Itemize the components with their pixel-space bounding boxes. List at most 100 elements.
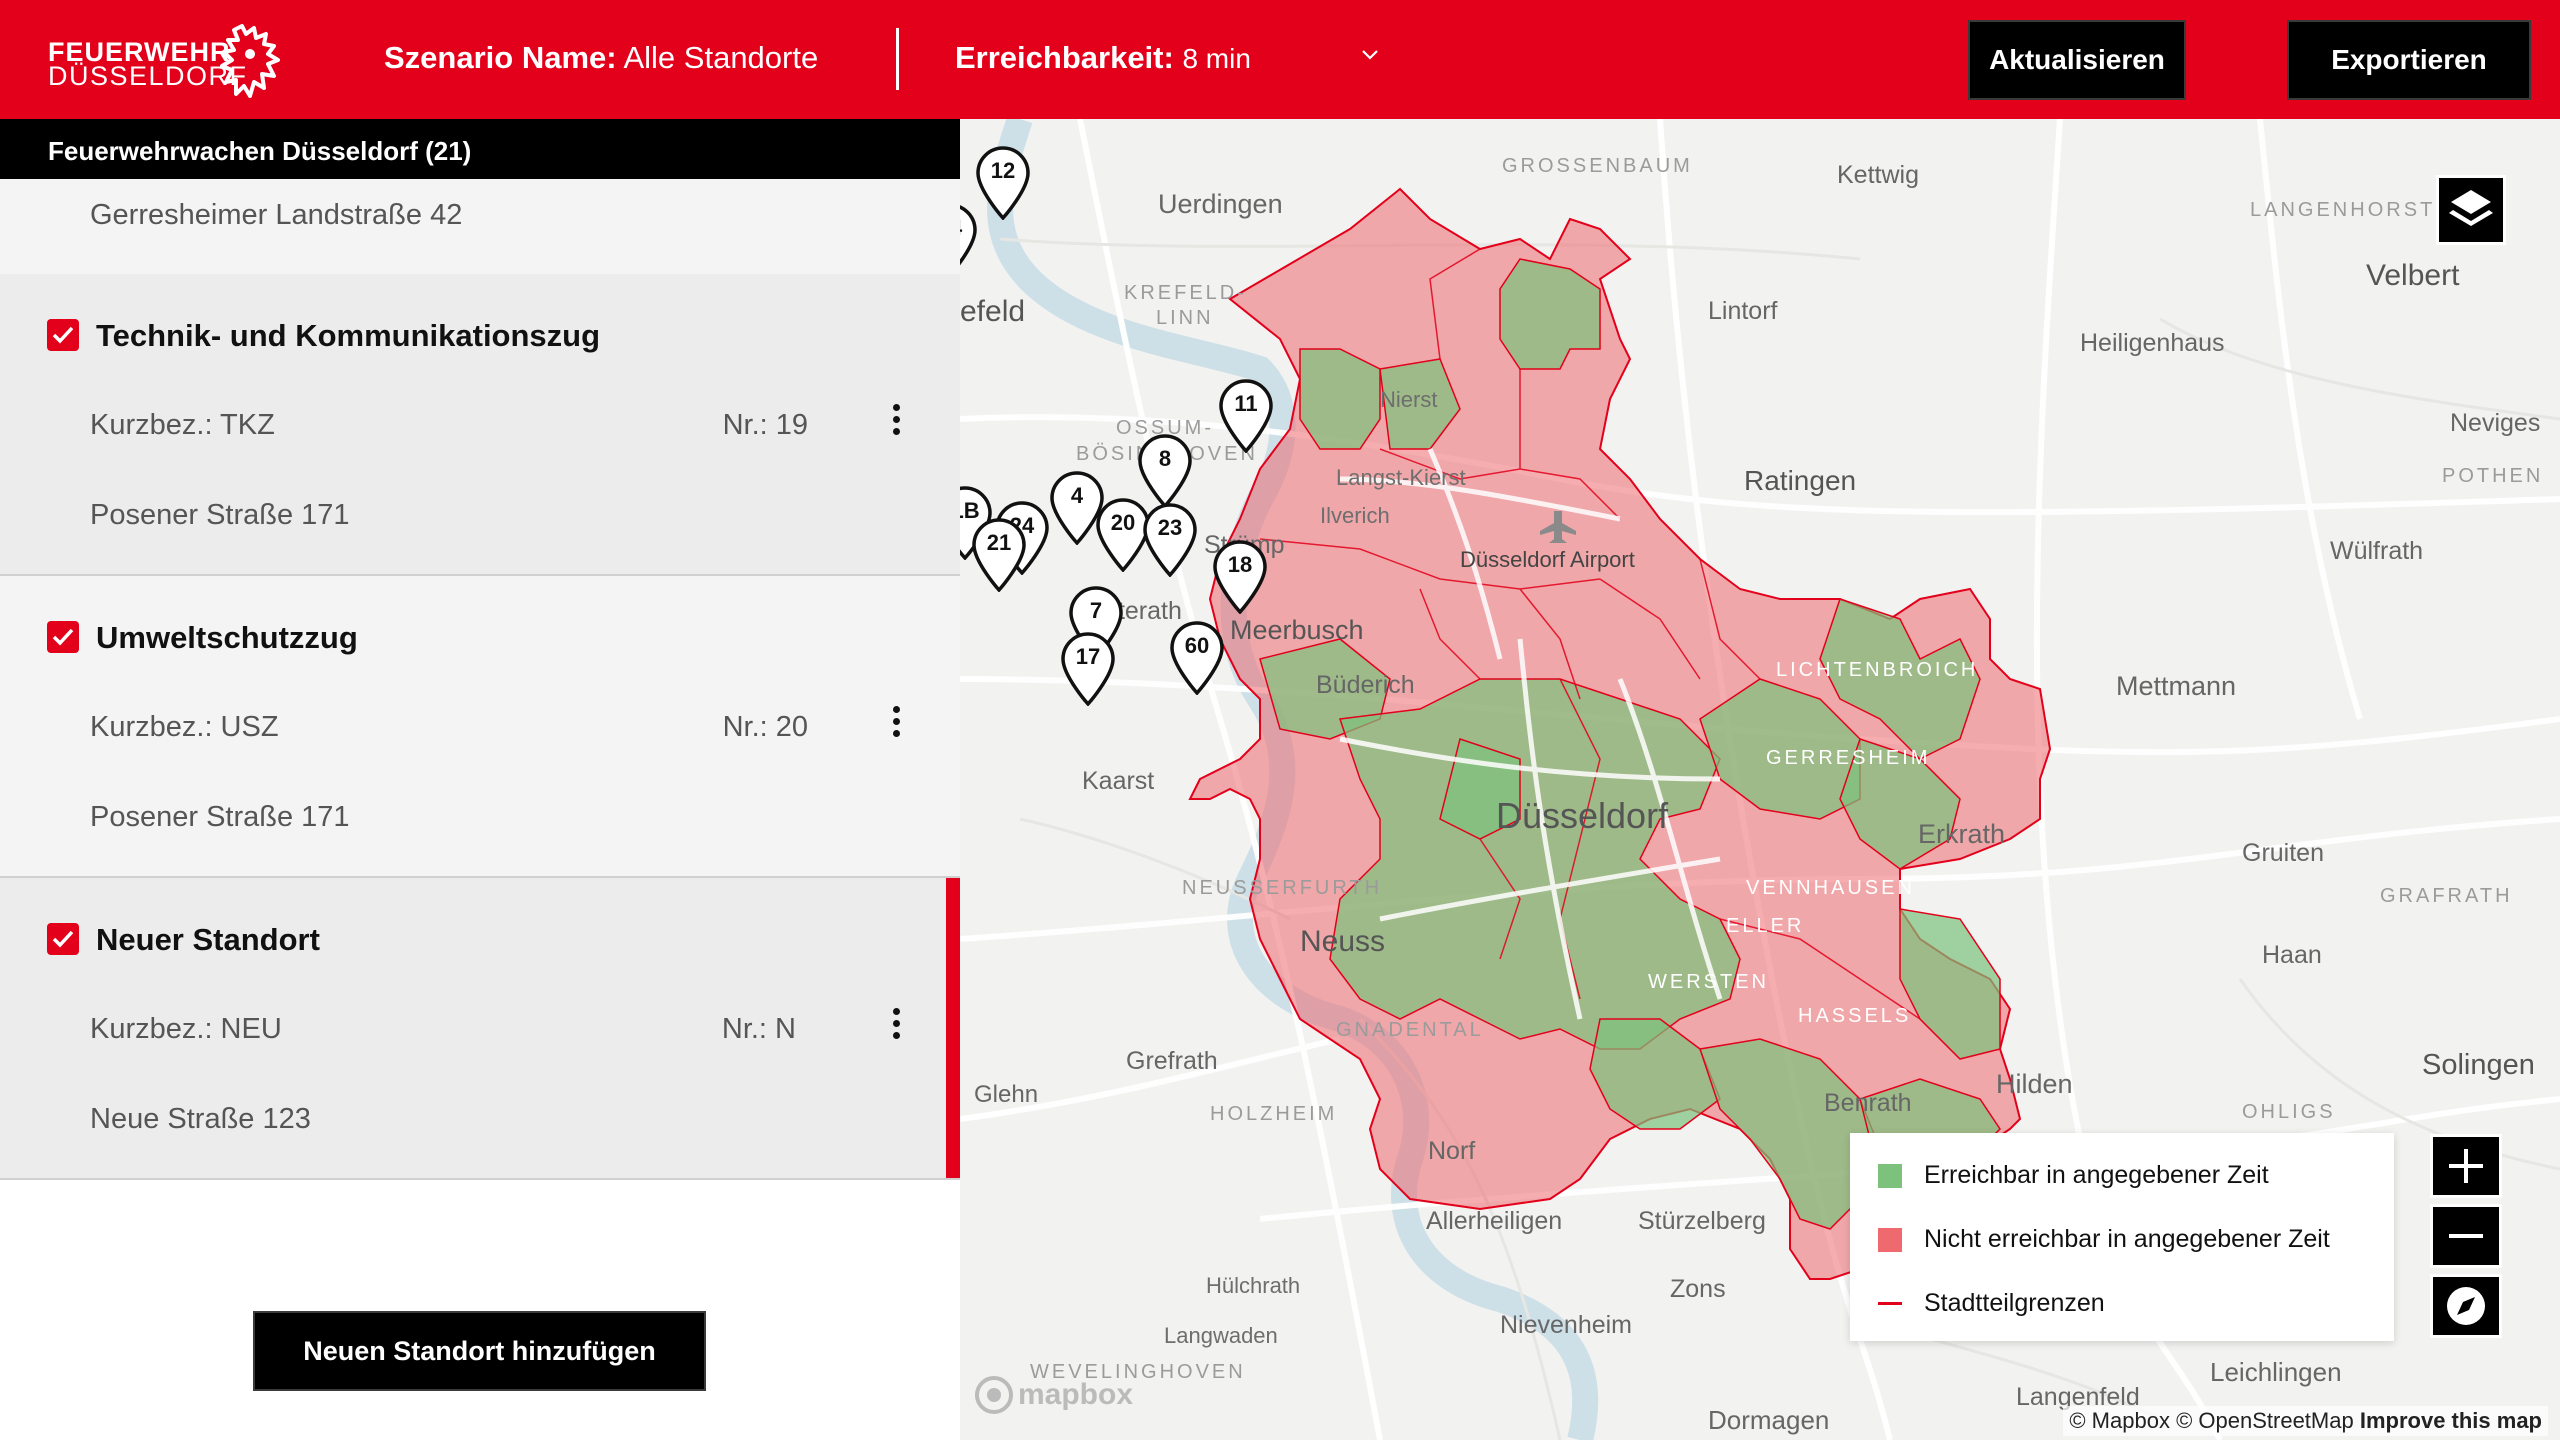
station-checkbox[interactable]	[47, 923, 79, 955]
map-pin-icon	[1138, 434, 1192, 509]
update-button[interactable]: Aktualisieren	[1968, 20, 2186, 100]
station-marker-label: 23	[1157, 515, 1183, 540]
place-label: Langwaden	[1164, 1323, 1278, 1348]
map-pin-icon	[1061, 632, 1115, 707]
place-label: Büderich	[1316, 671, 1415, 699]
list-item[interactable]: Technik- und Kommunikationszug Kurzbez.:…	[0, 274, 960, 576]
station-checkbox[interactable]	[47, 621, 79, 653]
map-pin-icon	[1213, 540, 1267, 615]
scenario-label: Szenario Name:	[384, 40, 617, 75]
place-label: efeld	[960, 295, 1026, 328]
station-marker-label: 7	[1089, 598, 1103, 623]
scenario-name: Szenario Name: Alle Standorte	[384, 40, 818, 76]
station-checkbox[interactable]	[47, 319, 79, 351]
map-pin-icon	[976, 146, 1030, 221]
add-station-button[interactable]: Neuen Standort hinzufügen	[253, 1311, 706, 1391]
zoom-in-button[interactable]	[2430, 1134, 2502, 1198]
station-marker-label: 18	[1227, 552, 1253, 577]
improve-map-link[interactable]: Improve this map	[2359, 1408, 2542, 1433]
place-label: Leichlingen	[2210, 1357, 2342, 1387]
more-options-icon[interactable]	[886, 400, 906, 446]
place-label: LINN	[1156, 307, 1214, 329]
place-label: WERSTEN	[1648, 971, 1769, 993]
legend-swatch	[1878, 1164, 1902, 1188]
map-pin-icon	[972, 518, 1026, 593]
list-item[interactable]: Umweltschutzzug Kurzbez.: USZ Nr.: 20 Po…	[0, 576, 960, 878]
station-title: Technik- und Kommunikationszug	[96, 318, 601, 353]
logo-line-2: DÜSSELDORF	[48, 61, 248, 91]
lion-crest-icon	[220, 24, 280, 98]
place-label: Grefrath	[1126, 1047, 1218, 1075]
more-options-icon[interactable]	[886, 702, 906, 748]
place-label: Nierst	[1380, 387, 1438, 412]
station-marker-label: LB	[960, 498, 980, 523]
place-label: LANGENHORST	[2250, 199, 2436, 221]
place-label: Solingen	[2422, 1049, 2535, 1081]
place-label: Norf	[1428, 1137, 1476, 1165]
export-button[interactable]: Exportieren	[2287, 20, 2531, 100]
station-marker-17[interactable]: 17	[1059, 632, 1117, 707]
station-marker-11[interactable]: 11	[1217, 379, 1275, 454]
map-pin-icon	[1170, 621, 1224, 696]
place-label: Gruiten	[2242, 839, 2324, 867]
station-marker-18[interactable]: 18	[1211, 540, 1269, 615]
station-marker-8[interactable]: 8	[1136, 434, 1194, 509]
attribution-osm-link[interactable]: © OpenStreetMap	[2176, 1408, 2354, 1433]
place-label: GNADENTAL	[1336, 1019, 1484, 1041]
place-label: Düsseldorf	[1496, 795, 1669, 836]
station-marker-14[interactable]: 14	[960, 203, 979, 277]
place-label: Wülfrath	[2330, 537, 2424, 565]
chevron-down-icon[interactable]	[1360, 48, 1380, 62]
station-marker-20[interactable]: 20	[1094, 498, 1152, 573]
mapbox-wordmark: mapbox	[1018, 1378, 1134, 1411]
legend-label: Erreichbar in angegebener Zeit	[1924, 1161, 2269, 1189]
more-options-icon[interactable]	[886, 1004, 906, 1050]
station-marker-60[interactable]: 60	[1168, 621, 1226, 696]
plus-icon	[2449, 1149, 2483, 1183]
attribution-mapbox-link[interactable]: © Mapbox	[2069, 1408, 2170, 1433]
station-address: Posener Straße 171	[90, 499, 350, 531]
place-label: ELLER	[1726, 915, 1805, 937]
list-item-selected[interactable]: Neuer Standort Kurzbez.: NEU Nr.: N Neue…	[0, 878, 960, 1180]
station-short-name: Kurzbez.: NEU	[90, 1013, 282, 1045]
zoom-out-button[interactable]	[2430, 1204, 2502, 1268]
station-address: Neue Straße 123	[90, 1103, 311, 1135]
legend-line	[1878, 1302, 1902, 1305]
station-marker-23[interactable]: 23	[1141, 503, 1199, 578]
place-label: Erkrath	[1918, 819, 2006, 849]
station-marker-12[interactable]: 12	[974, 146, 1032, 221]
station-title: Umweltschutzzug	[96, 620, 358, 655]
compass-button[interactable]	[2430, 1274, 2502, 1338]
place-label: Nievenheim	[1500, 1311, 1633, 1339]
legend-label: Nicht erreichbar in angegebener Zeit	[1924, 1225, 2330, 1253]
map-view[interactable]: GROSSENBAUM Kettwig Uerdingen LANGENHORS…	[960, 119, 2560, 1440]
station-marker-4[interactable]: 4	[1048, 471, 1106, 546]
map-canvas[interactable]	[960, 119, 2560, 1440]
map-pin-icon	[1219, 379, 1273, 454]
place-label: Benrath	[1824, 1089, 1912, 1117]
legend-swatch	[1878, 1228, 1902, 1252]
station-marker-21[interactable]: 21	[970, 518, 1028, 593]
station-marker-label: 11	[1234, 391, 1258, 416]
station-marker-label: 14	[960, 215, 979, 241]
layers-icon	[2449, 190, 2493, 226]
place-label: OSSUM-	[1116, 417, 1214, 439]
place-label: Ilverich	[1320, 503, 1390, 528]
station-number: Nr.: 20	[722, 711, 808, 743]
station-short-name: Kurzbez.: TKZ	[90, 409, 275, 441]
place-label: Langst-Kierst	[1336, 465, 1466, 490]
reachability-select[interactable]: Erreichbarkeit: 8 min	[955, 40, 1251, 76]
station-marker-label: 17	[1075, 644, 1101, 669]
station-title: Neuer Standort	[96, 922, 320, 957]
station-marker-label: 60	[1184, 633, 1210, 658]
map-legend: Erreichbar in angegebener Zeit Nicht err…	[1850, 1133, 2394, 1341]
place-label: Heiligenhaus	[2080, 329, 2225, 357]
station-marker-label: 21	[986, 530, 1012, 555]
mapbox-logo[interactable]: mapbox	[974, 1375, 1133, 1415]
place-label: LICHTENBROICH	[1776, 659, 1979, 681]
place-label: Meerbusch	[1230, 615, 1364, 645]
layers-button[interactable]	[2436, 175, 2506, 245]
place-label: NEUSSERFURTH	[1182, 877, 1383, 899]
list-item[interactable]: Gerresheimer Landstraße 42	[0, 179, 960, 274]
place-label: Neuss	[1300, 925, 1386, 958]
